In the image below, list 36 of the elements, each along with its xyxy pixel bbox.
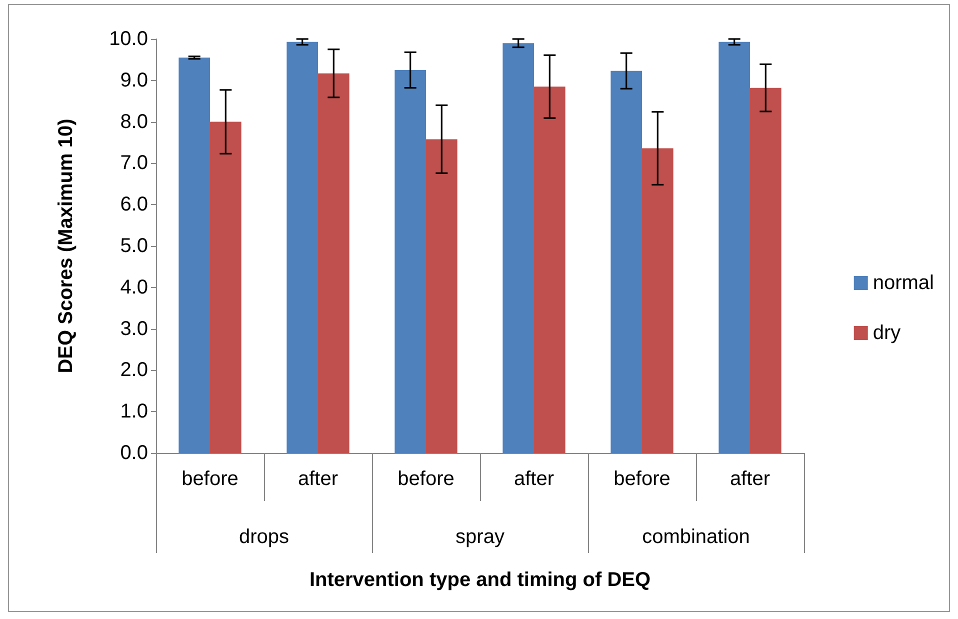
y-tick-label: 9.0: [120, 69, 148, 92]
bar: [318, 73, 350, 453]
bar: [642, 148, 674, 453]
legend-label: dry: [872, 322, 901, 344]
bar: [286, 42, 318, 453]
y-tick-label: 8.0: [120, 110, 148, 133]
x-tick-label: after: [514, 468, 554, 490]
text: spray: [456, 526, 504, 548]
bar: [750, 88, 782, 453]
text: combination: [642, 526, 750, 548]
bar: [210, 122, 242, 453]
y-tick-label: 0.0: [120, 442, 148, 464]
x-tick-label: before: [398, 468, 454, 490]
x-tick-label: after: [298, 468, 338, 490]
y-tick-label: 7.0: [120, 152, 148, 174]
bar: [394, 70, 426, 453]
legend-label: normal: [872, 272, 934, 294]
text: drops: [238, 526, 290, 548]
bar: [718, 42, 750, 453]
x-tick-label: before: [614, 468, 670, 490]
bar: [178, 58, 210, 453]
y-tick-label: 10.0: [109, 28, 148, 50]
y-tick-label: 1.0: [120, 400, 148, 423]
bar: [502, 43, 534, 453]
bar: [426, 139, 458, 453]
y-tick-label: 4.0: [120, 276, 148, 298]
x-tick-label: after: [730, 468, 770, 490]
y-tick-label: 2.0: [120, 359, 148, 382]
y-axis-title: DEQ Scores (Maximum 10): [55, 118, 77, 374]
y-tick-label: 5.0: [120, 235, 148, 257]
y-tick-label: 6.0: [120, 194, 148, 216]
x-tick-label: before: [182, 468, 238, 490]
x-axis-title: Intervention type and timing of DEQ: [309, 569, 651, 591]
y-tick-label: 3.0: [120, 318, 148, 340]
bar: [610, 70, 642, 453]
bar: [534, 86, 566, 453]
